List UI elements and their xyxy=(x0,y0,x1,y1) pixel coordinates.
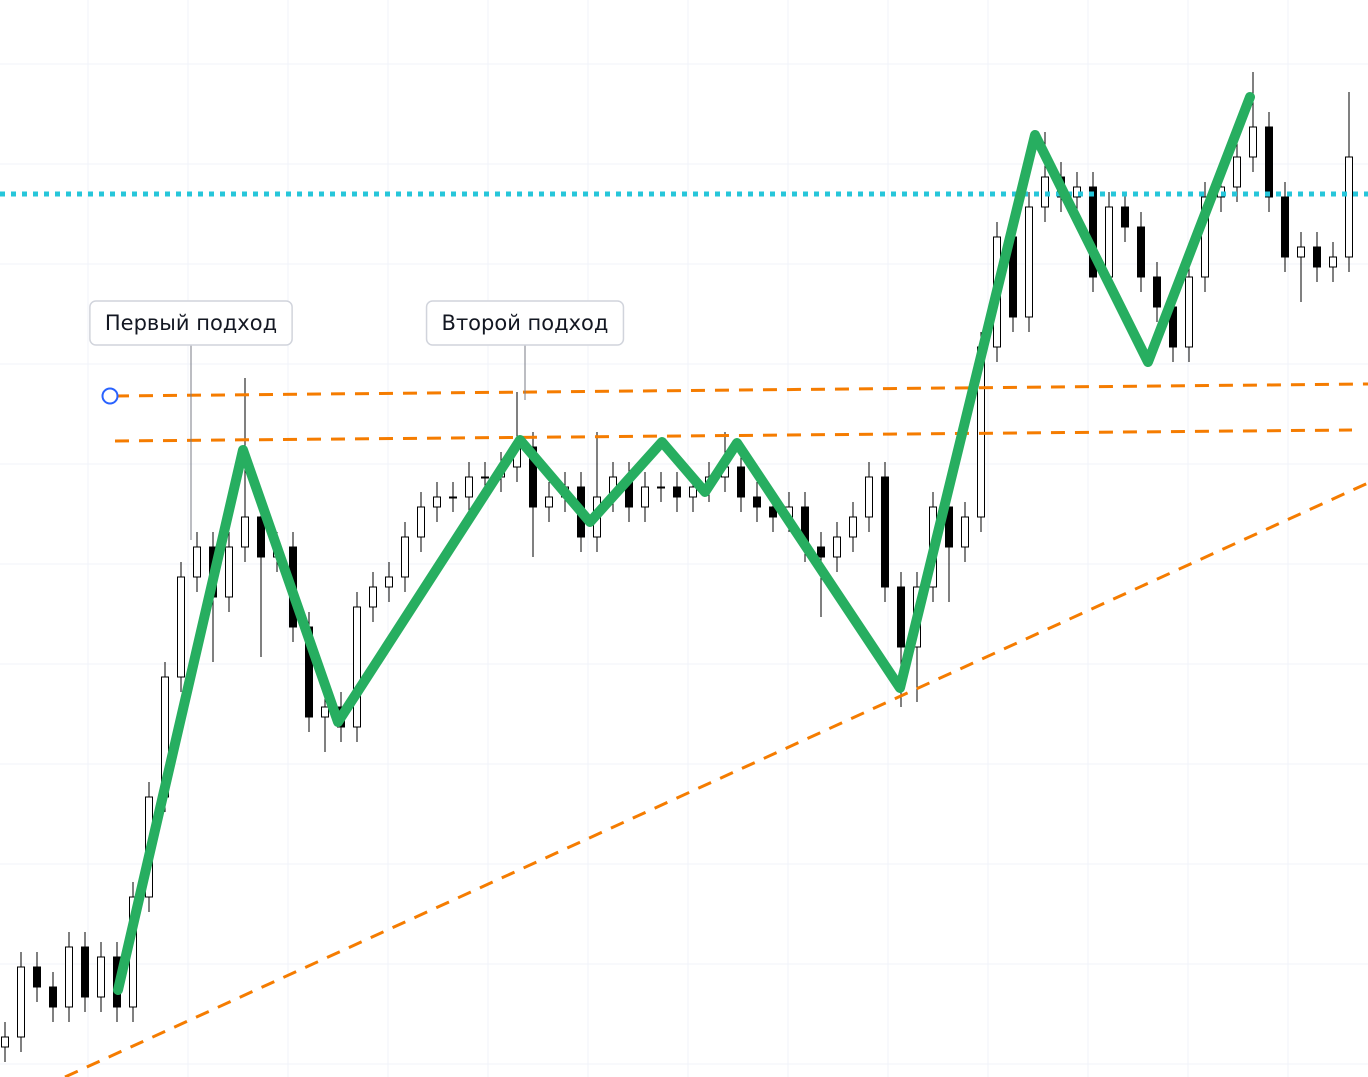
candle-body xyxy=(193,546,201,578)
candle-body xyxy=(401,536,409,578)
candle-body xyxy=(65,946,73,1008)
candle-body xyxy=(529,446,537,508)
candle-body xyxy=(1201,196,1209,278)
candle-body xyxy=(1,1036,9,1048)
candle-body xyxy=(673,486,681,498)
candle-body xyxy=(241,516,249,548)
candle-body xyxy=(177,576,185,678)
annotation-text: Первый подход xyxy=(105,311,277,335)
candle-body xyxy=(465,476,473,498)
annotation-box xyxy=(89,300,293,346)
candle-body xyxy=(545,496,553,508)
candle-body xyxy=(353,606,361,728)
candle-body xyxy=(657,486,665,489)
candle-body xyxy=(417,506,425,538)
annotation-box xyxy=(425,300,625,346)
candle-body xyxy=(1025,206,1033,318)
candle-body xyxy=(865,476,873,518)
annotation: Второй подход xyxy=(425,300,625,346)
candle-body xyxy=(1313,246,1321,268)
candle-body xyxy=(1297,246,1305,258)
candle-body xyxy=(33,966,41,988)
candle-body xyxy=(257,516,265,558)
candle-body xyxy=(481,476,489,479)
candle-body xyxy=(961,516,969,548)
candle-body xyxy=(225,546,233,598)
candle-body xyxy=(1281,196,1289,258)
candle-body xyxy=(1329,256,1337,268)
candle-body xyxy=(769,506,777,518)
candle-body xyxy=(753,496,761,508)
candle-body xyxy=(1233,156,1241,188)
candle-body xyxy=(689,486,697,498)
candle-body xyxy=(1137,226,1145,278)
annotation: Первый подход xyxy=(89,300,293,346)
dashed-line xyxy=(64,481,1368,1077)
candle-body xyxy=(737,466,745,498)
anchor-handle xyxy=(101,387,119,405)
candle-body xyxy=(1185,276,1193,348)
zigzag-line xyxy=(113,92,1255,995)
dashed-line xyxy=(114,382,1368,398)
candle-body xyxy=(1121,206,1129,228)
candle-body xyxy=(321,706,329,718)
candle-body xyxy=(17,966,25,1038)
candle-body xyxy=(833,536,841,558)
candle-body xyxy=(1345,156,1353,258)
candle-body xyxy=(1153,276,1161,308)
candle-body xyxy=(1249,126,1257,158)
candle-body xyxy=(641,486,649,508)
candle-body xyxy=(1089,186,1097,278)
candle-body xyxy=(449,496,457,499)
candle-body xyxy=(881,476,889,588)
dashed-line xyxy=(114,428,1353,443)
candle-body xyxy=(1105,206,1113,278)
candle-body xyxy=(49,986,57,1008)
candle-body xyxy=(97,956,105,998)
candle-body xyxy=(433,496,441,508)
annotation-text: Второй подход xyxy=(442,311,609,335)
candle-body xyxy=(849,516,857,538)
candle-body xyxy=(385,576,393,588)
candle-body xyxy=(897,586,905,648)
candle-body xyxy=(1265,126,1273,198)
candle-body xyxy=(369,586,377,608)
candle-body xyxy=(81,946,89,998)
candle-body xyxy=(817,546,825,558)
